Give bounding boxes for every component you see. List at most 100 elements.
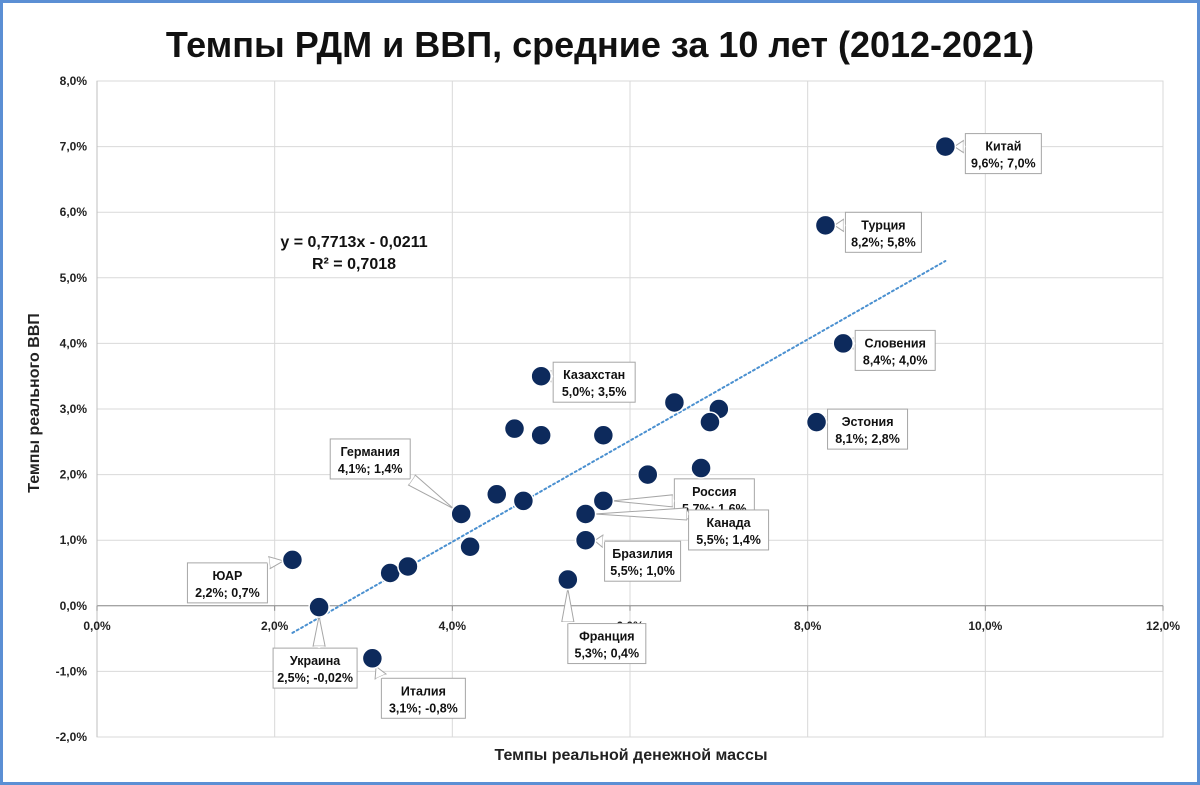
point-Италия	[361, 647, 384, 670]
callout-seam	[602, 535, 605, 548]
callout-Словения: Словения 8,4%; 4,0%	[851, 329, 936, 371]
x-tick-label: 0,0%	[83, 619, 111, 633]
callout-Франция: Франция 5,3%; 0,4%	[561, 588, 647, 665]
point-label-name: Германия	[340, 445, 399, 459]
point-label-value: 4,1%; 1,4%	[338, 462, 403, 476]
trendline-r-squared: R² = 0,7018	[312, 256, 396, 273]
data-point	[530, 424, 552, 446]
callout-seam	[843, 219, 846, 232]
point-Россия	[592, 490, 615, 512]
data-point	[690, 457, 712, 479]
y-tick-label: 1,0%	[60, 533, 88, 547]
y-tick-label: 7,0%	[60, 140, 88, 154]
data-point	[397, 555, 419, 578]
point-label-value: 8,4%; 4,0%	[863, 353, 928, 367]
callout-pointer	[268, 555, 285, 570]
y-tick-label: -2,0%	[56, 730, 88, 744]
point-Украина	[308, 596, 330, 618]
callout-ЮАР: ЮАР 2,2%; 0,7%	[186, 555, 285, 604]
data-point	[459, 536, 481, 558]
x-tick-label: 8,0%	[794, 619, 822, 633]
callout-pointer	[593, 534, 604, 549]
data-point	[486, 483, 508, 506]
point-label-value: 8,1%; 2,8%	[835, 432, 900, 446]
point-label-name: Казахстан	[563, 368, 625, 382]
y-tick-label: 4,0%	[60, 336, 88, 350]
callout-seam	[963, 140, 966, 153]
chart-title: Темпы РДМ и ВВП, средние за 10 лет (2012…	[166, 24, 1034, 65]
data-point	[512, 490, 535, 512]
x-tick-label: 10,0%	[968, 619, 1002, 633]
point-label-name: Словения	[864, 336, 925, 350]
point-Германия	[450, 503, 472, 525]
callout-Бразилия: Бразилия 5,5%; 1,0%	[593, 534, 682, 582]
callouts: Китай 9,6%; 7,0% Турция 8,2%; 5,8% Словения 8…	[186, 133, 1042, 719]
callout-seam	[267, 556, 271, 569]
callout-seam	[408, 475, 416, 486]
point-label-name: ЮАР	[212, 569, 242, 583]
callout-Канада: Канада 5,5%; 1,4%	[594, 507, 770, 551]
callout-Китай: Китай 9,6%; 7,0%	[953, 133, 1042, 175]
point-label-name: Бразилия	[612, 547, 673, 561]
point-label-value: 2,5%; -0,02%	[277, 671, 353, 685]
point-Словения	[832, 332, 854, 355]
callout-box	[827, 408, 909, 450]
callout-Казахстан: Казахстан 5,0%; 3,5%	[549, 361, 636, 403]
point-label-name: Эстония	[842, 415, 894, 429]
y-tick-label: 8,0%	[60, 74, 88, 88]
axes	[96, 81, 1164, 737]
callout-pointer	[407, 474, 455, 510]
callout-seam	[561, 621, 574, 624]
data-point	[637, 463, 659, 486]
x-tick-label: 4,0%	[439, 619, 467, 633]
data-point	[663, 391, 686, 414]
y-tick-label: 6,0%	[60, 205, 88, 219]
point-label-name: Турция	[861, 218, 905, 232]
callout-box	[688, 509, 770, 551]
point-label-name: Италия	[401, 684, 446, 698]
y-tick-label: 2,0%	[60, 468, 88, 482]
y-axis-title: Темпы реального ВВП	[26, 313, 43, 493]
callout-box	[329, 438, 411, 480]
data-point	[699, 411, 721, 433]
callout-box	[844, 211, 922, 253]
point-ЮАР	[281, 549, 304, 571]
callout-box	[604, 540, 682, 582]
data-point	[503, 417, 526, 440]
trendline-equation: y = 0,7713x - 0,0211	[280, 234, 427, 251]
callout-Германия: Германия 4,1%; 1,4%	[329, 438, 455, 510]
point-label-value: 5,0%; 3,5%	[562, 385, 627, 399]
point-label-value: 8,2%; 5,8%	[851, 235, 916, 249]
grid-lines	[96, 80, 1164, 738]
point-label-name: Франция	[579, 630, 634, 644]
callout-box	[567, 623, 647, 665]
x-axis-title: Темпы реальной денежной массы	[494, 747, 767, 764]
y-tick-label: 3,0%	[60, 402, 88, 416]
y-tick-label: 0,0%	[60, 599, 88, 613]
point-Казахстан	[530, 365, 552, 387]
point-label-value: 5,5%; 1,0%	[610, 564, 675, 578]
point-Китай	[934, 135, 957, 158]
data-point	[379, 562, 401, 584]
point-label-name: Украина	[290, 654, 341, 668]
point-Турция	[814, 214, 837, 237]
callout-seam	[672, 494, 675, 507]
callout-seam	[551, 370, 554, 383]
callout-box	[272, 647, 358, 689]
point-label-name: Канада	[707, 516, 752, 530]
x-tick-label: 2,0%	[261, 619, 289, 633]
point-Франция	[557, 568, 579, 591]
callout-Турция: Турция 8,2%; 5,8%	[833, 211, 922, 253]
point-label-value: 3,1%; -0,8%	[389, 701, 458, 715]
point-label-value: 5,3%; 0,4%	[575, 647, 640, 661]
callout-Италия: Италия 3,1%; -0,8%	[374, 665, 466, 719]
callout-box	[380, 677, 466, 719]
callout-seam	[375, 673, 387, 679]
callout-pointer	[561, 588, 575, 623]
point-label-value: 9,6%; 7,0%	[971, 157, 1036, 171]
callout-seam	[686, 507, 689, 520]
data-point	[592, 424, 615, 446]
point-label-value: 2,2%; 0,7%	[195, 586, 260, 600]
point-label-value: 5,5%; 1,4%	[696, 533, 761, 547]
